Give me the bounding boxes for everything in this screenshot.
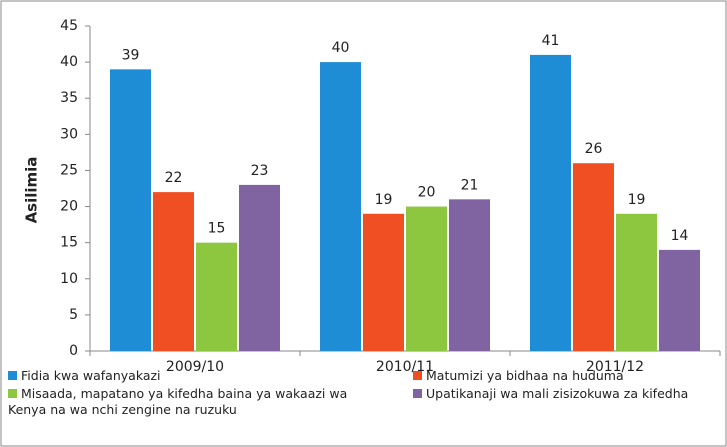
y-tick-label: 35 xyxy=(60,90,78,106)
data-label: 39 xyxy=(122,47,140,63)
legend-item: Matumizi ya bidhaa na huduma xyxy=(413,368,723,384)
bar xyxy=(153,192,194,351)
y-tick-label: 5 xyxy=(69,307,78,323)
data-label: 23 xyxy=(251,163,269,179)
legend-item: Upatikanaji wa mali zisizokuwa za kifedh… xyxy=(413,386,723,402)
bar xyxy=(530,54,571,352)
bar xyxy=(616,213,657,351)
data-label: 21 xyxy=(461,177,479,193)
bar xyxy=(363,213,404,351)
data-label: 20 xyxy=(418,185,436,201)
legend-label: Fidia kwa wafanyakazi xyxy=(21,368,161,383)
data-label: 26 xyxy=(585,141,603,157)
legend-swatch xyxy=(413,389,422,398)
y-tick-label: 30 xyxy=(60,126,78,142)
bar xyxy=(110,69,151,351)
legend-label: Misaada, mapatano ya kifedha baina ya wa… xyxy=(8,386,348,417)
y-tick-label: 20 xyxy=(60,199,78,215)
data-label: 19 xyxy=(628,192,646,208)
legend-label: Matumizi ya bidhaa na huduma xyxy=(426,368,624,383)
bar xyxy=(449,199,490,351)
legend-swatch xyxy=(8,371,17,380)
x-tick-label: 2011/12 xyxy=(586,359,644,375)
legend-swatch xyxy=(413,371,422,380)
data-label: 22 xyxy=(165,170,183,186)
legend-item: Fidia kwa wafanyakazi xyxy=(8,368,348,384)
x-tick-label: 2009/10 xyxy=(166,359,224,375)
y-tick-label: 10 xyxy=(60,271,78,287)
y-axis-title: Asilimia xyxy=(23,157,41,224)
bar xyxy=(239,184,280,351)
bar xyxy=(659,249,700,351)
bar xyxy=(406,206,447,351)
legend-label: Upatikanaji wa mali zisizokuwa za kifedh… xyxy=(426,386,689,401)
y-tick-label: 25 xyxy=(60,162,78,178)
bar xyxy=(573,163,614,351)
y-tick-label: 45 xyxy=(60,18,78,34)
bar xyxy=(320,62,361,351)
data-label: 19 xyxy=(375,192,393,208)
data-label: 40 xyxy=(332,40,350,56)
y-tick-label: 40 xyxy=(60,54,78,70)
legend-swatch xyxy=(8,389,17,398)
data-label: 15 xyxy=(208,221,226,237)
bar xyxy=(196,242,237,351)
legend-item: Misaada, mapatano ya kifedha baina ya wa… xyxy=(8,386,358,418)
data-label: 14 xyxy=(671,228,689,244)
y-tick-label: 0 xyxy=(69,343,78,359)
data-label: 41 xyxy=(542,33,560,49)
y-tick-label: 15 xyxy=(60,235,78,251)
